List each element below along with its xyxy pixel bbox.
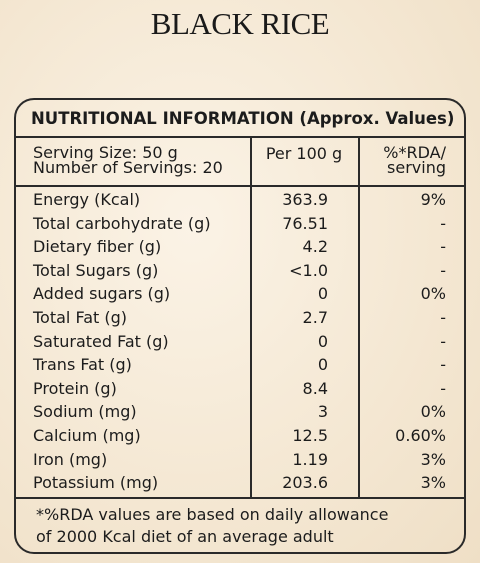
per-100g-value: 0	[317, 355, 328, 375]
rda-value: 3%	[420, 473, 446, 493]
rda-value: -	[440, 237, 446, 257]
serving-size: Serving Size: 50 g	[33, 143, 178, 162]
nutrient-name: Protein (g)	[33, 378, 117, 398]
per-100g-value: 1.19	[292, 449, 328, 469]
rda-value: 3%	[420, 449, 446, 469]
nutrient-name: Potassium (mg)	[33, 473, 159, 493]
divider	[16, 185, 464, 187]
title: BLACK RICE	[150, 6, 330, 41]
per-100g-value: 4.2	[302, 237, 328, 257]
divider	[16, 136, 464, 138]
servings-count: Number of Servings: 20	[33, 158, 223, 177]
rda-value: 0.60%	[395, 426, 446, 445]
per-100g-value: 2.7	[302, 308, 328, 327]
rda-value: -	[440, 260, 446, 280]
per-100g-value: 8.4	[302, 378, 328, 398]
rda-value: -	[440, 308, 446, 327]
per-100g-value: 76.51	[282, 213, 328, 233]
column-header: serving	[387, 158, 446, 177]
nutrient-name: Trans Fat (g)	[33, 355, 132, 375]
nutrient-name: Iron (mg)	[33, 449, 108, 469]
footnote: of 2000 Kcal diet of an average adult	[36, 527, 334, 546]
nutrient-name: Total Fat (g)	[33, 308, 127, 327]
per-100g-value: 0	[317, 284, 328, 304]
nutrient-name: Energy (Kcal)	[33, 190, 141, 209]
rda-value: -	[440, 331, 446, 351]
column-header: Per 100 g	[265, 144, 343, 163]
nutrient-name: Total Sugars (g)	[33, 260, 159, 280]
rda-value: 9%	[420, 190, 446, 209]
rda-value: 0%	[420, 284, 446, 304]
rda-value: -	[440, 213, 446, 233]
label-box	[14, 98, 466, 554]
nutrient-name: Sodium (mg)	[33, 402, 137, 422]
per-100g-value: 3	[317, 402, 328, 422]
footnote: *%RDA values are based on daily allowanc…	[36, 505, 389, 524]
per-100g-value: 203.6	[282, 473, 328, 493]
nutrient-name: Saturated Fat (g)	[33, 331, 169, 351]
nutrient-name: Calcium (mg)	[33, 426, 141, 445]
rda-value: 0%	[420, 402, 446, 422]
nutrient-name: Total carbohydrate (g)	[33, 213, 211, 233]
nutrient-name: Dietary fiber (g)	[33, 237, 162, 257]
per-100g-value: 12.5	[292, 426, 328, 445]
per-100g-value: 0	[317, 331, 328, 351]
rda-value: -	[440, 378, 446, 398]
rda-value: -	[440, 355, 446, 375]
divider	[16, 497, 464, 499]
per-100g-value: 363.9	[282, 190, 328, 209]
per-100g-value: <1.0	[289, 260, 328, 280]
table-header: NUTRITIONAL INFORMATION (Approx. Values)	[31, 109, 455, 128]
column-divider	[358, 137, 360, 498]
nutrient-name: Added sugars (g)	[33, 284, 171, 304]
column-divider	[250, 137, 252, 498]
column-header: %*RDA/	[383, 143, 446, 162]
